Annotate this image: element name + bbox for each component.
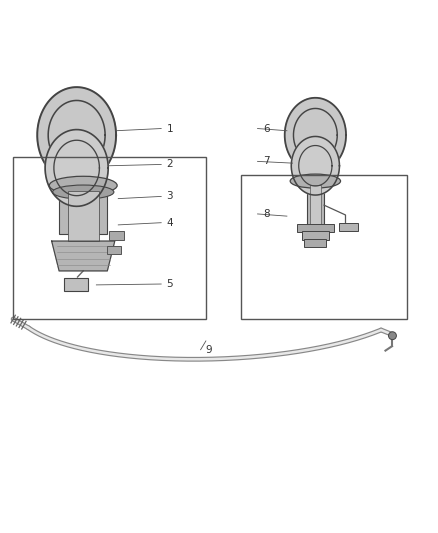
Text: 5: 5 [166,279,173,289]
Bar [297,224,334,232]
Bar [13,157,206,319]
Bar [59,190,107,233]
Circle shape [389,332,396,340]
Polygon shape [37,87,116,183]
Text: 7: 7 [263,156,269,166]
Text: 1: 1 [166,124,173,134]
Bar [64,278,88,291]
Ellipse shape [49,176,117,195]
Bar [109,231,124,240]
Bar [304,239,326,247]
Polygon shape [291,136,339,195]
Text: 6: 6 [263,124,269,134]
Ellipse shape [290,174,341,188]
Text: 2: 2 [166,159,173,169]
Polygon shape [45,130,108,206]
Text: 4: 4 [166,217,173,228]
Bar [107,246,121,254]
Text: 3: 3 [166,191,173,201]
Bar [68,191,99,241]
Polygon shape [52,241,115,271]
Bar [302,231,328,240]
Bar [310,185,321,225]
Bar [241,174,407,319]
Bar [307,183,324,227]
Polygon shape [285,98,346,172]
Bar [339,223,358,231]
Text: 8: 8 [263,209,269,219]
Text: 9: 9 [206,345,212,355]
Ellipse shape [53,185,114,199]
